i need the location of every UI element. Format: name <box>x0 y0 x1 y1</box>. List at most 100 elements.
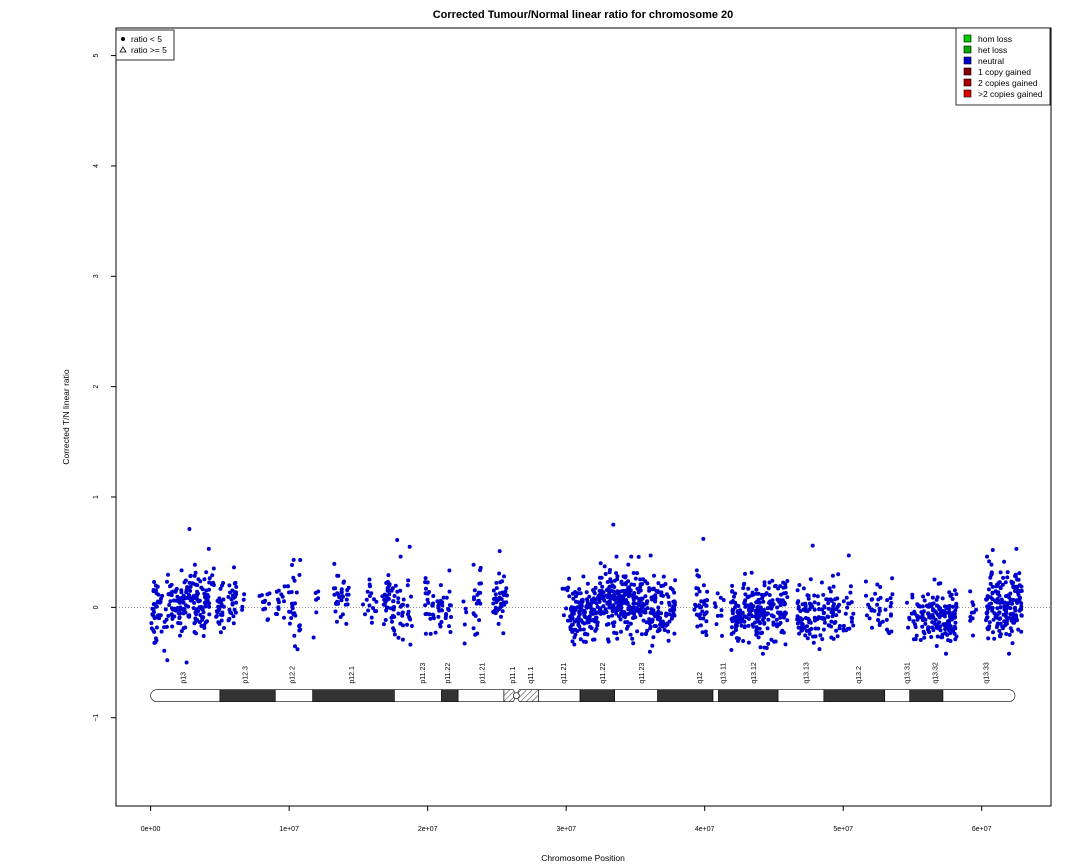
data-point <box>648 553 653 558</box>
data-point <box>950 615 955 620</box>
data-point <box>753 620 757 625</box>
data-point <box>739 623 744 628</box>
x-tick-label: 6e+07 <box>972 826 992 833</box>
data-point <box>647 619 652 624</box>
data-point <box>758 645 763 650</box>
data-point <box>288 609 293 614</box>
ideogram-band <box>503 689 517 702</box>
band-label: q11.22 <box>600 663 607 684</box>
data-point <box>932 577 937 582</box>
data-point <box>744 615 748 620</box>
data-point <box>876 618 881 623</box>
data-point <box>154 604 159 609</box>
data-point <box>576 591 581 596</box>
data-point <box>169 593 174 598</box>
ideogram-band <box>712 689 719 702</box>
data-point <box>668 586 673 590</box>
data-point <box>647 586 652 591</box>
data-point <box>931 607 935 612</box>
data-point <box>766 611 770 616</box>
data-point <box>988 581 993 586</box>
data-point <box>742 581 747 586</box>
data-point <box>218 630 223 635</box>
data-point <box>220 583 224 588</box>
data-point <box>374 599 379 604</box>
data-point <box>661 574 666 579</box>
data-point <box>598 606 603 611</box>
data-point <box>694 568 699 573</box>
data-point <box>656 581 661 586</box>
band-label: p11.1 <box>510 667 517 684</box>
data-point <box>343 602 348 607</box>
data-point <box>667 600 671 605</box>
data-point <box>651 635 656 640</box>
data-point <box>1014 613 1018 618</box>
data-point <box>583 639 588 644</box>
data-point <box>202 625 207 630</box>
data-point <box>750 593 754 598</box>
state-legend-label: >2 copies gained <box>978 89 1043 99</box>
data-point <box>210 573 215 578</box>
data-point <box>596 594 601 599</box>
data-point <box>472 588 477 593</box>
data-point <box>199 624 204 628</box>
data-point <box>830 573 835 578</box>
data-point <box>444 612 448 616</box>
data-point <box>954 601 959 606</box>
data-point <box>876 612 881 617</box>
data-point <box>621 595 625 600</box>
data-point <box>598 561 603 566</box>
data-point <box>584 604 589 609</box>
data-point <box>661 593 665 598</box>
data-point <box>585 617 590 622</box>
data-point <box>633 576 638 581</box>
data-point <box>817 647 822 652</box>
data-point <box>626 611 631 616</box>
data-point <box>152 580 157 584</box>
data-point <box>643 607 648 612</box>
data-point <box>177 615 182 620</box>
data-point <box>607 605 612 610</box>
data-point <box>778 615 783 620</box>
data-point <box>729 600 733 605</box>
data-point <box>751 624 756 629</box>
data-point <box>476 599 481 603</box>
data-point <box>655 629 660 634</box>
data-point <box>582 632 587 637</box>
data-point <box>401 602 405 607</box>
data-point <box>783 591 788 595</box>
ideogram-band <box>823 689 886 702</box>
band-label: p12.2 <box>290 666 297 684</box>
data-point <box>805 609 810 614</box>
state-legend-label: het loss <box>978 45 1007 55</box>
data-point <box>374 609 379 614</box>
data-point <box>701 536 706 541</box>
data-point <box>741 586 746 591</box>
data-point <box>573 627 578 632</box>
data-point <box>471 562 476 567</box>
data-point <box>820 637 825 642</box>
data-point <box>985 554 989 559</box>
data-point <box>1001 600 1005 605</box>
data-point <box>567 594 572 599</box>
data-point <box>461 599 466 604</box>
data-point <box>990 548 995 552</box>
data-point <box>1016 627 1021 632</box>
data-point <box>569 622 574 627</box>
data-point <box>785 595 790 600</box>
data-point <box>334 619 339 624</box>
data-point <box>812 607 817 612</box>
data-point <box>233 580 238 585</box>
data-point <box>831 584 836 589</box>
data-point <box>641 618 646 623</box>
data-point <box>423 603 428 608</box>
data-point <box>187 527 192 531</box>
band-label: p12.3 <box>243 666 250 684</box>
data-point <box>907 615 912 620</box>
data-point <box>996 590 1001 595</box>
data-point <box>749 570 754 575</box>
data-point <box>935 634 940 639</box>
data-point <box>198 613 203 617</box>
data-point <box>184 660 189 665</box>
data-point <box>718 595 723 600</box>
